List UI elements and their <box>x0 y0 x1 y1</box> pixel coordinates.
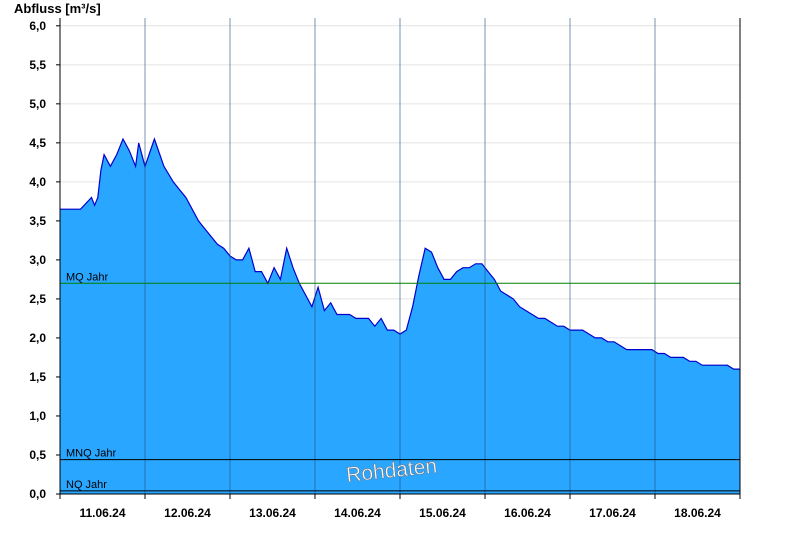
reference-line-label: MQ Jahr <box>66 271 109 283</box>
x-tick-label: 12.06.24 <box>164 506 211 520</box>
y-tick-label: 5,5 <box>29 58 46 72</box>
y-tick-label: 0,0 <box>29 487 46 501</box>
x-tick-label: 11.06.24 <box>79 506 125 520</box>
reference-line-label: MNQ Jahr <box>66 448 116 460</box>
reference-lines: MQ Jahr MNQ Jahr NQ Jahr <box>60 271 740 492</box>
x-tick-label: 14.06.24 <box>334 506 381 520</box>
x-tick-label: 15.06.24 <box>419 506 466 520</box>
y-tick-label: 3,0 <box>29 253 46 267</box>
day-separators <box>144 18 656 494</box>
y-tick-label: 0,5 <box>29 448 46 462</box>
series-line <box>60 137 740 370</box>
y-tick-label: 1,0 <box>29 409 46 423</box>
x-tick-label: 18.06.24 <box>674 506 721 520</box>
y-tick-label: 2,5 <box>29 292 46 306</box>
y-tick-label: 4,0 <box>29 175 46 189</box>
x-tick-label: 13.06.24 <box>249 506 296 520</box>
y-axis-title: Abfluss [m³/s] <box>14 1 101 16</box>
x-tick-label: 16.06.24 <box>504 506 551 520</box>
x-axis-ticks: 11.06.24 12.06.24 13.06.24 14.06.24 15.06.24… <box>59 494 741 520</box>
y-tick-label: 1,5 <box>29 370 46 384</box>
reference-line-label: NQ Jahr <box>66 479 107 491</box>
x-tick-label: 17.06.24 <box>589 506 636 520</box>
y-tick-label: 2,0 <box>29 331 46 345</box>
y-tick-label: 6,0 <box>29 19 46 33</box>
y-tick-label: 3,5 <box>29 214 46 228</box>
y-axis-ticks: 0,0 0,5 1,0 1,5 2,0 2,5 3,0 3,5 4,0 4,5 5,0 5,5 6,0 <box>29 19 60 501</box>
y-tick-label: 4,5 <box>29 136 46 150</box>
y-tick-label: 5,0 <box>29 97 46 111</box>
